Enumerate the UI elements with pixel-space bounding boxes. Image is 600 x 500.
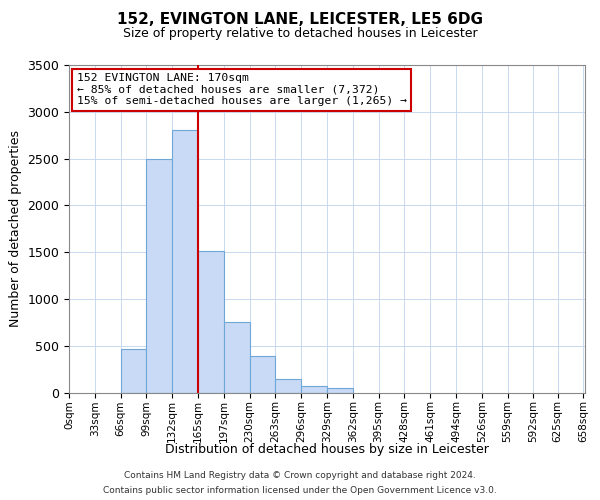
Bar — [121, 348, 146, 393]
Text: Contains public sector information licensed under the Open Government Licence v3: Contains public sector information licen… — [103, 486, 497, 495]
Bar — [301, 386, 327, 392]
Text: 152, EVINGTON LANE, LEICESTER, LE5 6DG: 152, EVINGTON LANE, LEICESTER, LE5 6DG — [117, 12, 483, 28]
Bar — [198, 251, 224, 392]
Text: Contains HM Land Registry data © Crown copyright and database right 2024.: Contains HM Land Registry data © Crown c… — [124, 471, 476, 480]
Bar — [146, 158, 172, 392]
Text: Size of property relative to detached houses in Leicester: Size of property relative to detached ho… — [122, 28, 478, 40]
Bar — [172, 130, 198, 392]
Y-axis label: Number of detached properties: Number of detached properties — [9, 130, 22, 327]
Bar — [327, 388, 353, 392]
Bar — [224, 322, 250, 392]
Text: 152 EVINGTON LANE: 170sqm
← 85% of detached houses are smaller (7,372)
15% of se: 152 EVINGTON LANE: 170sqm ← 85% of detac… — [77, 73, 407, 106]
Bar — [275, 380, 301, 392]
Text: Distribution of detached houses by size in Leicester: Distribution of detached houses by size … — [165, 442, 489, 456]
Bar — [250, 356, 275, 393]
